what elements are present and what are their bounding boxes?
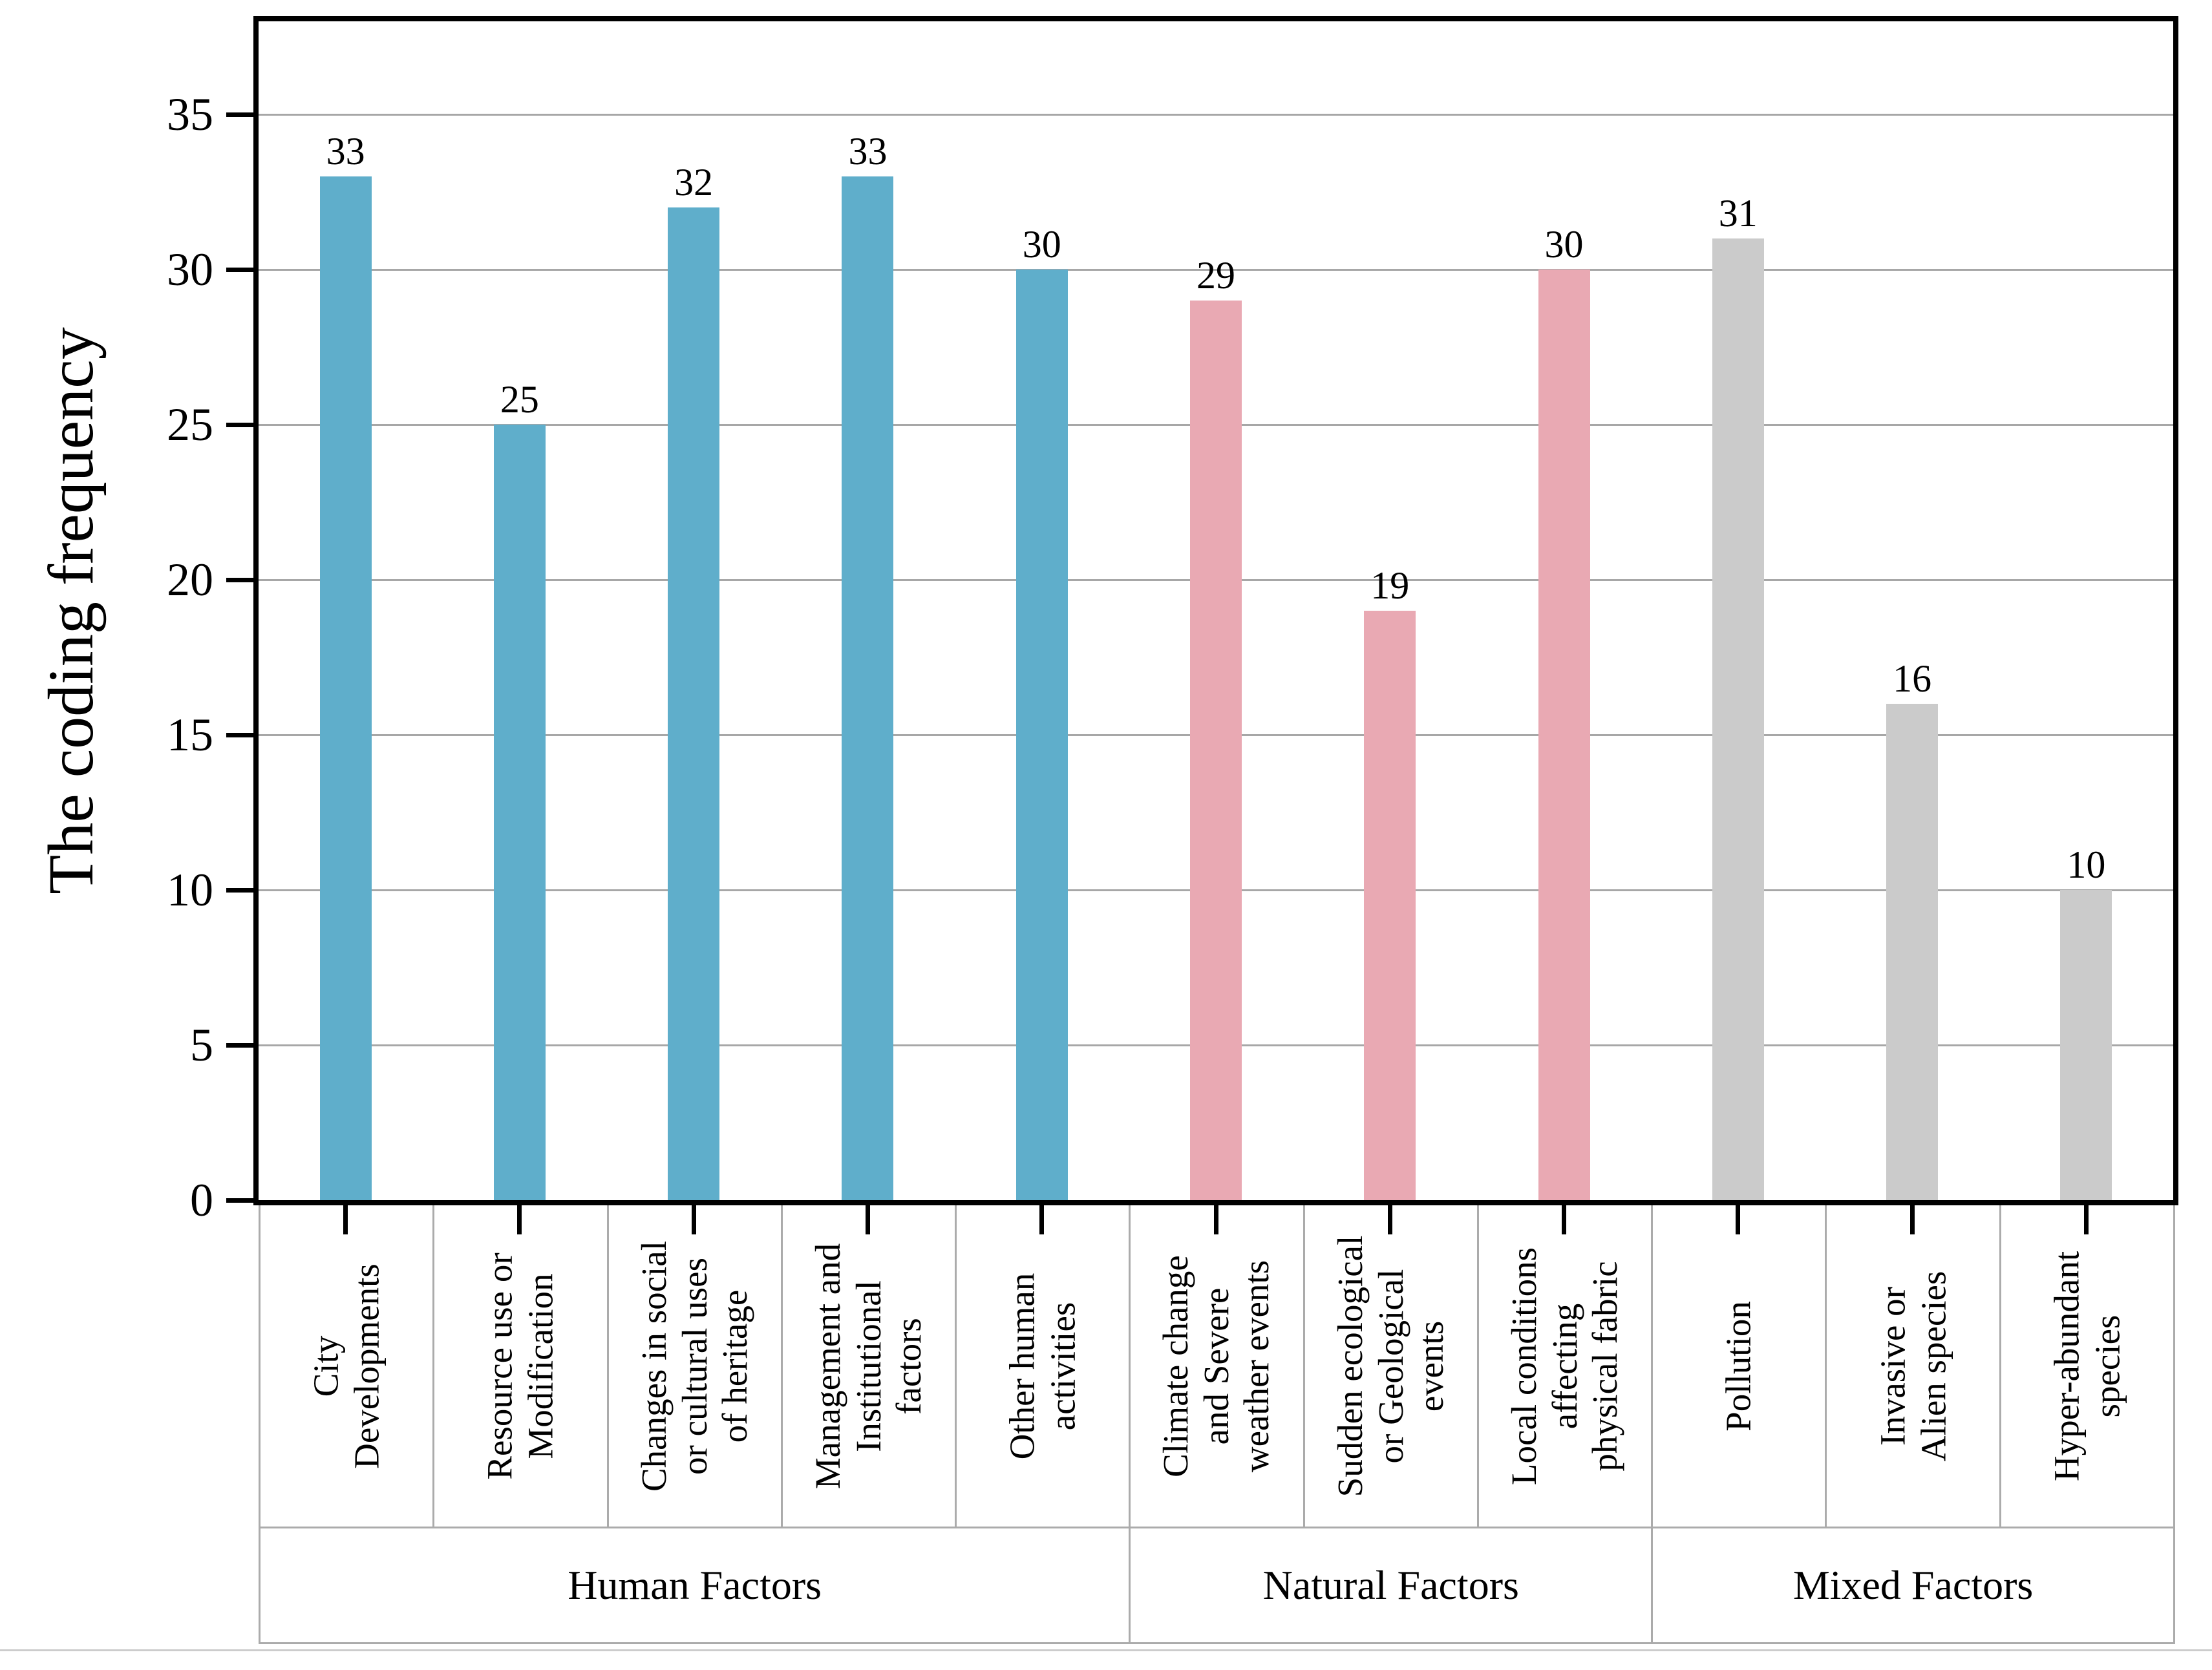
bar-value-label: 19 [1370, 564, 1410, 607]
category-label-cell: Local conditions affecting physical fabr… [1476, 1205, 1651, 1527]
gridline [259, 113, 2173, 116]
bar [1886, 704, 1939, 1200]
category-label: Sudden ecological or Geological events [1330, 1235, 1451, 1497]
y-tick-label: 5 [190, 1019, 213, 1071]
x-axis-tick [1736, 1205, 1741, 1234]
y-tick-label: 15 [167, 709, 213, 761]
category-label: Changes in social or cultural uses of he… [633, 1240, 754, 1492]
bar [2060, 890, 2112, 1200]
x-axis-tick [343, 1205, 348, 1234]
bar-value-label: 30 [1022, 223, 1061, 266]
y-axis-tick [226, 112, 259, 117]
group-cell: Human Factors [259, 1528, 1129, 1642]
y-axis-tick [226, 422, 259, 427]
group-label-row: Human Factors Natural Factors Mixed Factor… [259, 1527, 2175, 1644]
x-axis-tick [1909, 1205, 1915, 1234]
y-tick-label: 30 [167, 244, 213, 295]
y-tick-label: 25 [167, 399, 213, 450]
category-label-row: City Developments Resource use or Modific… [259, 1205, 2175, 1527]
category-label-cell: City Developments [259, 1205, 432, 1527]
y-axis-tick [226, 732, 259, 737]
category-label-cell: Sudden ecological or Geological events [1303, 1205, 1477, 1527]
group-cell: Mixed Factors [1651, 1528, 2173, 1642]
y-tick-label: 35 [167, 89, 213, 140]
category-label-cell: Changes in social or cultural uses of he… [606, 1205, 781, 1527]
y-axis-tick [226, 1198, 259, 1203]
y-axis-tick [226, 267, 259, 272]
bar-value-label: 32 [674, 161, 714, 204]
bar [1364, 611, 1416, 1200]
y-axis-tick [226, 887, 259, 893]
category-label: Resource use or Modification [480, 1252, 560, 1480]
bar-value-label: 10 [2067, 843, 2106, 886]
bar [319, 176, 372, 1200]
bar [842, 176, 894, 1200]
bar-value-label: 33 [326, 130, 365, 173]
y-axis-tick [226, 577, 259, 582]
x-axis-tick [2083, 1205, 2089, 1234]
x-axis-tick [517, 1205, 522, 1234]
category-label-cell: Invasive or Alien species [1825, 1205, 1999, 1527]
category-label-cell: Hyper-abundant species [1999, 1205, 2173, 1527]
category-label: Climate change and Severe weather events [1156, 1254, 1277, 1477]
x-axis-tick [1387, 1205, 1392, 1234]
group-label: Natural Factors [1262, 1562, 1519, 1608]
bar [1190, 301, 1242, 1200]
gridline [259, 268, 2173, 271]
category-label: Pollution [1718, 1300, 1758, 1432]
x-axis-tick [1562, 1205, 1567, 1234]
bar-value-label: 25 [500, 378, 539, 421]
group-label: Human Factors [568, 1562, 822, 1608]
bar-value-label: 33 [848, 130, 888, 173]
y-tick-label: 0 [190, 1174, 213, 1226]
x-axis-tick [691, 1205, 696, 1234]
category-label: Local conditions affecting physical fabr… [1504, 1247, 1625, 1485]
bar-value-label: 29 [1196, 254, 1235, 297]
category-label: City Developments [306, 1263, 387, 1469]
x-axis-tick [865, 1205, 870, 1234]
plot-area: 33 25 32 33 30 29 19 30 31 16 10 [253, 16, 2178, 1205]
x-axis-tick [1039, 1205, 1045, 1234]
bar [493, 425, 546, 1200]
bar [1712, 238, 1764, 1200]
category-label-cell: Resource use or Modification [432, 1205, 606, 1527]
bar-value-label: 31 [1718, 192, 1758, 235]
y-tick-label: 20 [167, 554, 213, 606]
y-axis-tick [226, 1042, 259, 1048]
bar-value-label: 30 [1544, 223, 1584, 266]
group-label: Mixed Factors [1792, 1562, 2034, 1608]
x-axis-tick [1213, 1205, 1218, 1234]
y-tick-label: 10 [167, 864, 213, 916]
category-label-cell: Climate change and Severe weather events [1129, 1205, 1303, 1527]
category-label-cell: Management and Institutional factors [780, 1205, 955, 1527]
bottom-rule [0, 1649, 2212, 1651]
group-cell: Natural Factors [1129, 1528, 1651, 1642]
bar [1538, 270, 1590, 1200]
category-label-cell: Pollution [1651, 1205, 1825, 1527]
bar-value-label: 16 [1893, 657, 1932, 700]
category-label-cell: Other human activities [955, 1205, 1129, 1527]
bar [668, 207, 720, 1200]
category-label: Other human activities [1002, 1273, 1083, 1459]
category-label: Invasive or Alien species [1872, 1271, 1953, 1461]
category-label: Management and Institutional factors [807, 1243, 929, 1489]
bar [1016, 270, 1068, 1200]
category-label: Hyper-abundant species [2047, 1251, 2127, 1481]
